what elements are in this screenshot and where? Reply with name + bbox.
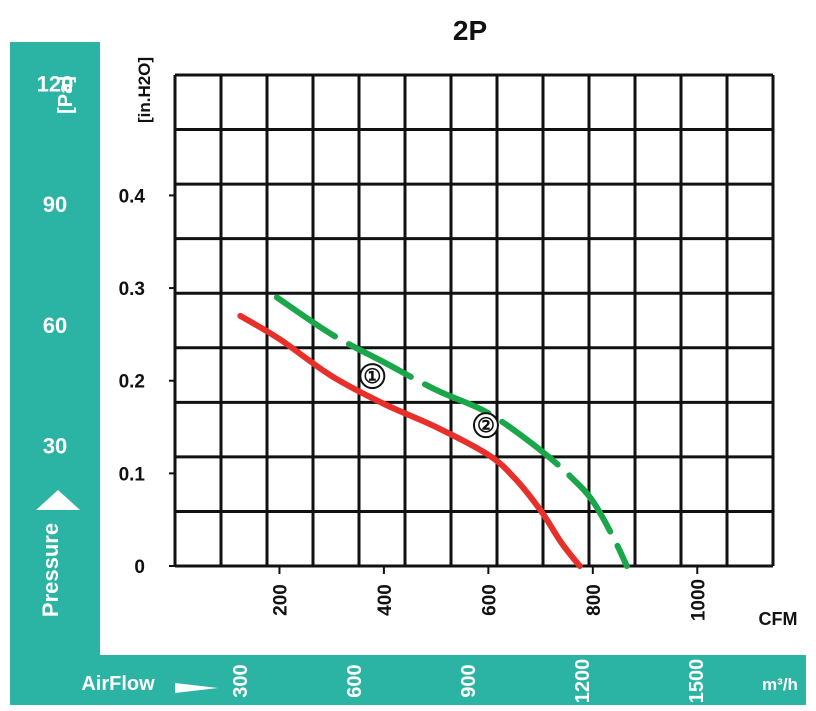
- x-tick-label: 600: [479, 584, 500, 616]
- series-marker-label: ①: [363, 366, 381, 388]
- pressure-tick-label: 120: [37, 72, 74, 97]
- airflow-tick-label: 300: [230, 664, 252, 697]
- x-tick-label: 1000: [688, 579, 709, 621]
- labels-layer: 0 0.1 0.2 0.3 0.4 200 400 600 800 1000 30 60 90 120 30…: [37, 72, 710, 704]
- y-tick-label: 0.2: [119, 372, 145, 393]
- pressure-arrow-icon: [36, 490, 80, 510]
- pressure-tick-label: 90: [43, 192, 67, 217]
- series-marker-label: ②: [477, 415, 495, 437]
- marker-circle: [359, 363, 386, 390]
- airflow-band: [10, 655, 806, 705]
- airflow-arrow-icon: [175, 683, 218, 693]
- y-tick-label: 0.1: [119, 464, 146, 485]
- airflow-axis-label: AirFlow: [81, 673, 155, 695]
- y-axis-label-inh2o: [in.H2O]: [135, 57, 154, 123]
- chart-grid: [173, 73, 775, 568]
- series-marker-2: ②: [472, 412, 499, 439]
- pressure-tick-label: 60: [43, 313, 67, 338]
- x-axis-label-cfm: CFM: [759, 609, 798, 629]
- pressure-axis-label: Pressure: [38, 523, 63, 617]
- y-tick-label: 0.3: [119, 279, 145, 300]
- airflow-tick-label: 1500: [686, 659, 708, 704]
- pressure-tick-label: 30: [43, 433, 67, 458]
- x-tick-label: 400: [375, 584, 396, 616]
- airflow-tick-label: 600: [344, 664, 366, 697]
- airflow-unit: m³/h: [762, 675, 798, 694]
- x-tick-label: 200: [270, 584, 291, 616]
- y-tick-label: 0: [134, 557, 145, 578]
- series-line-1: [237, 312, 583, 569]
- series-layer: ①②: [237, 294, 630, 569]
- series-line-2: [273, 294, 630, 569]
- chart-title: 2P: [453, 15, 487, 46]
- airflow-tick-label: 900: [458, 664, 480, 697]
- pressure-band: [10, 42, 100, 655]
- marker-circle: [472, 412, 499, 439]
- x-tick-label: 800: [584, 584, 605, 616]
- y-tick-label: 0.4: [119, 186, 146, 207]
- airflow-tick-label: 1200: [572, 659, 594, 704]
- series-marker-1: ①: [359, 363, 386, 390]
- pressure-unit: [Pa]: [55, 76, 77, 114]
